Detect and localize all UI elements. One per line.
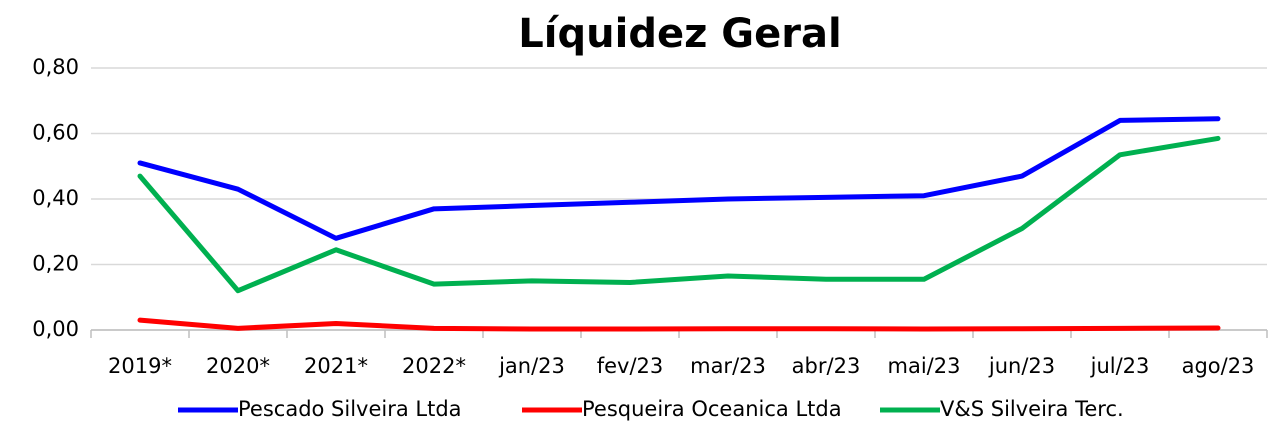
x-tick-label: jun/23	[988, 354, 1055, 378]
x-tick-label: 2020*	[206, 354, 270, 378]
legend-label: Pesqueira Oceanica Ltda	[582, 397, 842, 421]
y-tick-label: 0,60	[32, 121, 79, 145]
series-line	[137, 116, 1221, 241]
x-tick-label: ago/23	[1182, 354, 1255, 378]
y-tick-label: 0,80	[32, 55, 79, 79]
series-line	[137, 135, 1221, 294]
x-tick-label: abr/23	[792, 354, 861, 378]
x-tick-label: 2022*	[402, 354, 466, 378]
series-line	[137, 317, 1221, 332]
x-tick-label: jan/23	[498, 354, 565, 378]
y-tick-label: 0,40	[32, 186, 79, 210]
legend-label: Pescado Silveira Ltda	[238, 397, 462, 421]
x-tick-label: 2019*	[108, 354, 172, 378]
x-tick-label: mai/23	[888, 354, 961, 378]
x-tick-label: 2021*	[304, 354, 368, 378]
y-tick-label: 0,00	[32, 317, 79, 341]
chart-title: Líquidez Geral	[518, 11, 841, 57]
y-tick-label: 0,20	[32, 252, 79, 276]
legend-label: V&S Silveira Terc.	[940, 397, 1124, 421]
x-tick-label: fev/23	[597, 354, 664, 378]
x-tick-label: jul/23	[1090, 354, 1150, 378]
x-tick-label: mar/23	[690, 354, 766, 378]
